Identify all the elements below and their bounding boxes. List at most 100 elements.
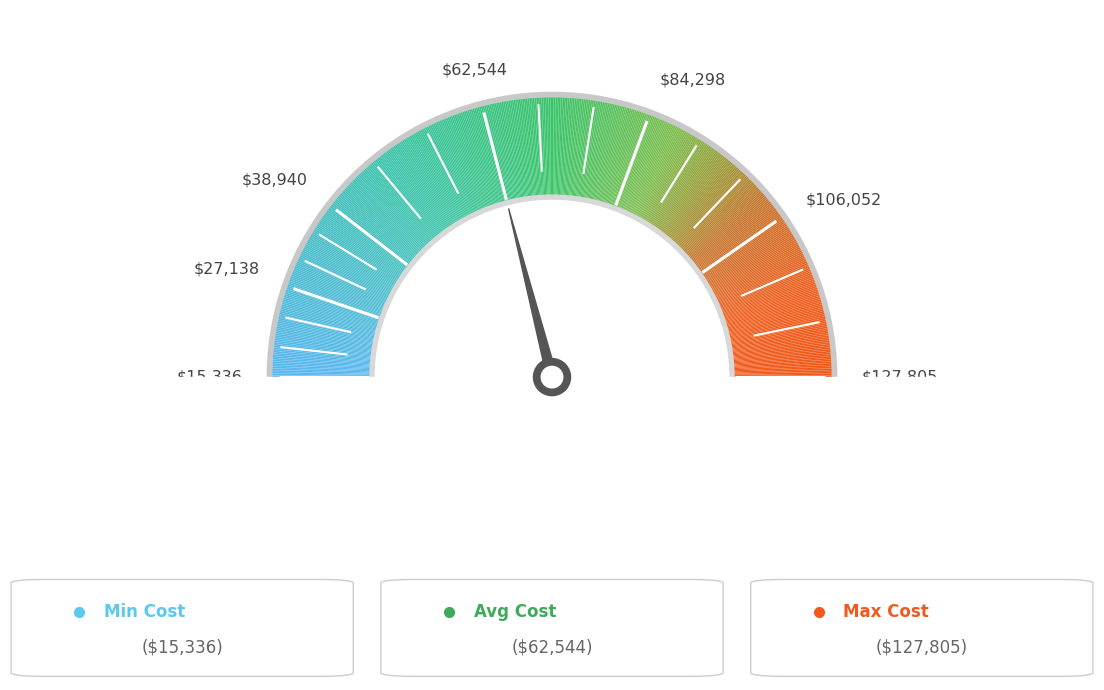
Wedge shape: [424, 126, 471, 216]
Wedge shape: [634, 126, 681, 217]
Wedge shape: [444, 117, 484, 210]
Wedge shape: [729, 316, 827, 339]
Wedge shape: [277, 314, 376, 337]
Wedge shape: [357, 173, 427, 247]
Wedge shape: [501, 100, 520, 199]
Wedge shape: [274, 331, 374, 349]
Wedge shape: [726, 306, 825, 332]
Wedge shape: [448, 115, 487, 209]
Wedge shape: [454, 113, 490, 208]
Wedge shape: [598, 105, 625, 203]
Wedge shape: [347, 184, 421, 253]
Wedge shape: [413, 132, 464, 220]
Wedge shape: [641, 133, 693, 221]
Wedge shape: [726, 302, 824, 330]
Wedge shape: [582, 99, 599, 199]
Wedge shape: [370, 195, 734, 377]
Wedge shape: [700, 216, 784, 275]
Text: $38,940: $38,940: [242, 172, 308, 188]
Wedge shape: [592, 103, 615, 201]
Wedge shape: [474, 106, 502, 204]
Wedge shape: [597, 105, 624, 202]
Wedge shape: [679, 177, 751, 249]
Wedge shape: [656, 148, 715, 230]
Wedge shape: [452, 114, 489, 208]
Text: $62,544: $62,544: [442, 63, 508, 77]
Wedge shape: [450, 115, 488, 209]
Wedge shape: [644, 135, 697, 222]
Wedge shape: [731, 340, 831, 355]
Wedge shape: [415, 130, 465, 219]
Wedge shape: [678, 176, 750, 248]
Wedge shape: [728, 309, 826, 335]
Wedge shape: [379, 155, 442, 235]
Wedge shape: [692, 199, 771, 264]
Wedge shape: [718, 264, 810, 306]
Wedge shape: [719, 268, 813, 308]
Wedge shape: [311, 231, 397, 284]
Wedge shape: [325, 210, 406, 271]
Wedge shape: [733, 373, 834, 376]
Wedge shape: [729, 317, 827, 340]
Wedge shape: [671, 166, 740, 242]
Wedge shape: [291, 268, 385, 308]
Wedge shape: [725, 297, 822, 327]
Wedge shape: [505, 99, 522, 199]
Wedge shape: [732, 359, 832, 367]
Wedge shape: [569, 97, 581, 197]
Wedge shape: [412, 132, 463, 221]
Wedge shape: [595, 104, 620, 202]
Wedge shape: [586, 101, 606, 200]
Wedge shape: [713, 251, 804, 297]
Wedge shape: [726, 307, 825, 333]
Wedge shape: [314, 226, 400, 282]
Wedge shape: [274, 337, 373, 352]
Wedge shape: [729, 321, 828, 342]
Wedge shape: [646, 137, 700, 224]
Wedge shape: [707, 233, 794, 285]
Wedge shape: [302, 245, 393, 293]
Wedge shape: [574, 98, 590, 198]
Wedge shape: [715, 257, 807, 302]
Wedge shape: [426, 125, 473, 216]
Wedge shape: [434, 121, 477, 213]
Wedge shape: [732, 368, 834, 373]
Wedge shape: [385, 150, 446, 232]
Text: Min Cost: Min Cost: [104, 603, 185, 621]
Wedge shape: [346, 185, 421, 255]
Wedge shape: [296, 261, 388, 304]
Text: Max Cost: Max Cost: [843, 603, 930, 621]
Wedge shape: [696, 206, 776, 268]
Wedge shape: [630, 124, 677, 215]
Wedge shape: [480, 105, 507, 202]
Wedge shape: [700, 215, 783, 274]
Wedge shape: [583, 100, 602, 199]
Wedge shape: [659, 150, 720, 233]
Wedge shape: [455, 112, 491, 208]
Wedge shape: [541, 96, 546, 197]
Wedge shape: [282, 300, 379, 329]
Wedge shape: [581, 99, 597, 199]
Wedge shape: [348, 182, 422, 253]
Wedge shape: [694, 205, 775, 267]
Wedge shape: [484, 104, 509, 202]
Wedge shape: [627, 121, 670, 213]
Wedge shape: [295, 262, 388, 304]
Wedge shape: [561, 96, 567, 197]
Wedge shape: [352, 178, 424, 250]
Wedge shape: [319, 217, 403, 275]
Wedge shape: [302, 246, 392, 294]
Wedge shape: [371, 160, 437, 239]
Wedge shape: [683, 184, 757, 253]
Wedge shape: [273, 338, 373, 353]
Wedge shape: [703, 224, 788, 279]
Wedge shape: [380, 154, 443, 235]
Wedge shape: [680, 178, 752, 250]
Wedge shape: [282, 299, 379, 328]
Wedge shape: [673, 168, 742, 244]
Wedge shape: [618, 116, 657, 210]
Wedge shape: [732, 363, 832, 369]
Wedge shape: [723, 287, 819, 320]
Wedge shape: [298, 256, 389, 300]
Wedge shape: [437, 119, 479, 213]
